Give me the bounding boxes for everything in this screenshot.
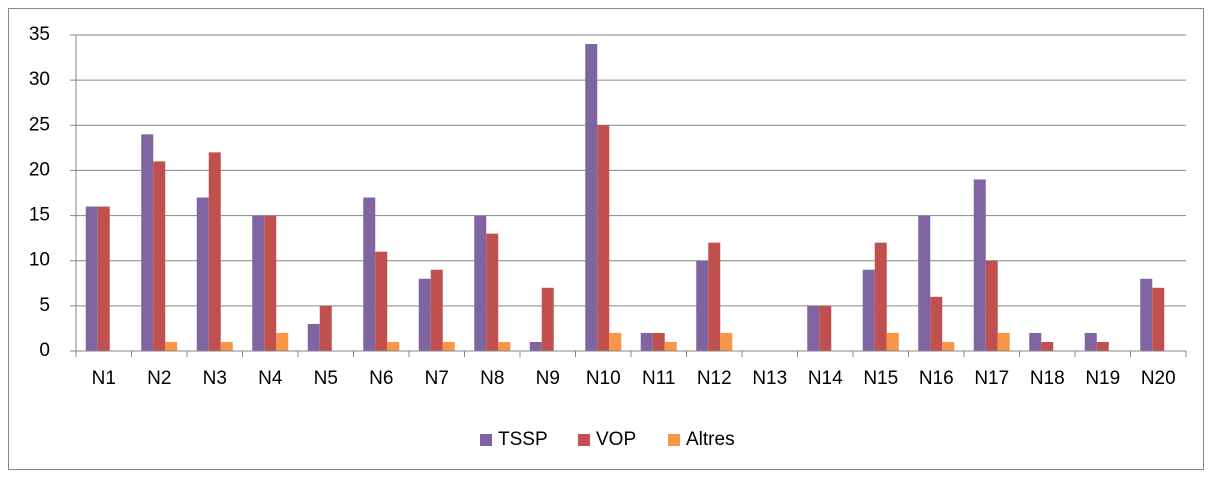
bar (1152, 287, 1165, 351)
x-tick-label: N12 (697, 368, 732, 389)
bar (264, 215, 277, 351)
x-tick-label: N17 (974, 368, 1009, 389)
bar (276, 332, 289, 351)
x-tick-label: N16 (919, 368, 954, 389)
bar (141, 134, 154, 351)
bar (819, 305, 832, 351)
legend-label: TSSP (498, 429, 548, 450)
y-tick-label: 30 (29, 69, 50, 90)
bar (541, 287, 554, 351)
bar (252, 215, 265, 351)
bar (1084, 332, 1097, 351)
bar (918, 215, 931, 351)
bar (529, 341, 542, 351)
x-tick-label: N13 (752, 368, 787, 389)
y-tick-label: 20 (29, 159, 50, 180)
bar (652, 332, 665, 351)
bar (1041, 341, 1054, 351)
bar (387, 341, 400, 351)
bar (307, 323, 320, 351)
bar (498, 341, 511, 351)
bar (973, 179, 986, 351)
legend-swatch (668, 434, 680, 446)
bar (196, 197, 209, 351)
x-tick-label: N7 (425, 368, 449, 389)
x-tick-label: N3 (203, 368, 227, 389)
x-tick-label: N9 (536, 368, 560, 389)
bar (1029, 332, 1042, 351)
x-tick-label: N15 (863, 368, 898, 389)
y-tick-label: 35 (29, 24, 50, 45)
legend-swatch (578, 434, 590, 446)
bar (640, 332, 653, 351)
bar (165, 341, 178, 351)
x-tick-label: N10 (586, 368, 621, 389)
bar (696, 260, 709, 351)
bar (597, 125, 610, 352)
x-tick-label: N11 (642, 368, 675, 389)
legend-label: VOP (596, 429, 636, 450)
x-tick-label: N20 (1141, 368, 1176, 389)
bar (153, 161, 166, 351)
bar (208, 152, 221, 351)
bar (886, 332, 899, 351)
x-tick-label: N14 (808, 368, 843, 389)
legend-swatch (480, 434, 492, 446)
bar (1140, 278, 1153, 351)
bar (319, 305, 332, 351)
bar (997, 332, 1010, 351)
bar (720, 332, 733, 351)
bar (97, 206, 110, 351)
x-tick-label: N6 (369, 368, 393, 389)
x-tick-label: N4 (258, 368, 283, 389)
y-tick-label: 0 (39, 340, 50, 361)
bar (807, 305, 820, 351)
bar (85, 206, 98, 351)
y-tick-label: 25 (29, 114, 50, 135)
bar (942, 341, 955, 351)
bar (442, 341, 455, 351)
x-tick-label: N19 (1085, 368, 1120, 389)
bar (1096, 341, 1109, 351)
bar (430, 269, 443, 351)
bar (874, 242, 887, 351)
x-tick-label: N2 (147, 368, 171, 389)
bar (486, 233, 499, 351)
bar (609, 332, 622, 351)
bar (418, 278, 431, 351)
x-tick-label: N8 (480, 368, 504, 389)
bar (930, 296, 943, 351)
bar (220, 341, 233, 351)
x-tick-label: N18 (1030, 368, 1065, 389)
bar (474, 215, 487, 351)
y-tick-label: 5 (39, 295, 50, 316)
x-tick-label: N5 (314, 368, 338, 389)
legend-label: Altres (686, 429, 735, 450)
bar (363, 197, 376, 351)
x-tick-label: N1 (92, 368, 116, 389)
bar (664, 341, 677, 351)
bar (375, 251, 388, 351)
bar (585, 44, 598, 352)
y-tick-label: 15 (29, 205, 50, 226)
y-tick-label: 10 (29, 250, 50, 271)
bar (862, 269, 875, 351)
bar (985, 260, 998, 351)
bar (708, 242, 721, 351)
